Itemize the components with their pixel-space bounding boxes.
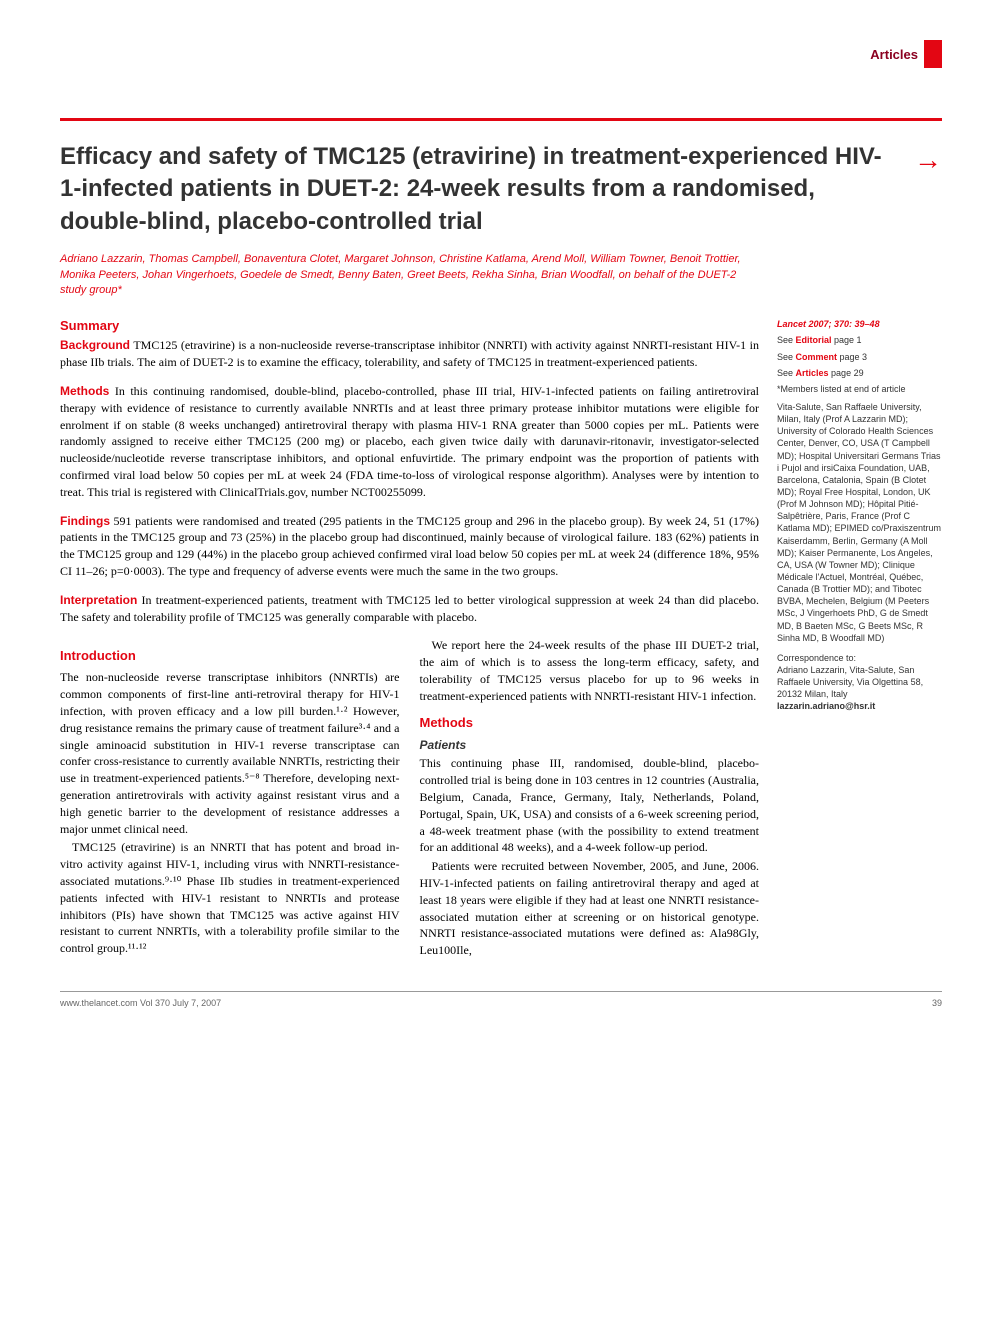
correspondence-email: lazzarin.adriano@hsr.it <box>777 701 875 711</box>
author-list: Adriano Lazzarin, Thomas Campbell, Bonav… <box>60 252 760 298</box>
findings-lead: Findings <box>60 514 110 528</box>
introduction-heading: Introduction <box>60 647 400 665</box>
abstract-interpretation: Interpretation In treatment-experienced … <box>60 592 759 626</box>
summary-heading: Summary <box>60 318 759 333</box>
main-content-row: Summary Background TMC125 (etravirine) i… <box>60 318 942 961</box>
abstract-findings: Findings 591 patients were randomised an… <box>60 513 759 580</box>
correspondence-text: Adriano Lazzarin, Vita-Salute, San Raffa… <box>777 665 923 699</box>
abstract-methods: Methods In this continuing randomised, d… <box>60 383 759 501</box>
background-lead: Background <box>60 338 130 352</box>
title-row: Efficacy and safety of TMC125 (etravirin… <box>60 141 942 252</box>
correspondence: Correspondence to: Adriano Lazzarin, Vit… <box>777 652 942 713</box>
methods-p1: This continuing phase III, randomised, d… <box>420 755 760 856</box>
findings-text: 591 patients were randomised and treated… <box>60 514 759 578</box>
citation: Lancet 2007; 370: 39–48 <box>777 318 942 330</box>
sidebar-column: Lancet 2007; 370: 39–48 See Editorial pa… <box>777 318 942 961</box>
see-editorial: See Editorial page 1 <box>777 334 942 346</box>
interpretation-text: In treatment-experienced patients, treat… <box>60 593 759 624</box>
methods-text: In this continuing randomised, double-bl… <box>60 384 759 499</box>
header-bar: Articles <box>60 40 942 68</box>
footer-page-number: 39 <box>932 998 942 1008</box>
affiliations: Vita-Salute, San Raffaele University, Mi… <box>777 401 942 644</box>
page-footer: www.thelancet.com Vol 370 July 7, 2007 3… <box>60 991 942 1008</box>
correspondence-label: Correspondence to: <box>777 653 856 663</box>
body-two-column: Introduction The non-nucleoside reverse … <box>60 637 759 961</box>
footer-left: www.thelancet.com Vol 370 July 7, 2007 <box>60 998 221 1008</box>
members-note: *Members listed at end of article <box>777 383 942 395</box>
interpretation-lead: Interpretation <box>60 593 137 607</box>
body-column-right: We report here the 24-week results of th… <box>420 637 760 961</box>
see-articles: See Articles page 29 <box>777 367 942 379</box>
article-title: Efficacy and safety of TMC125 (etravirin… <box>60 141 894 238</box>
intro-p3: We report here the 24-week results of th… <box>420 637 760 704</box>
section-label: Articles <box>870 47 918 62</box>
patients-subheading: Patients <box>420 737 760 754</box>
methods-lead: Methods <box>60 384 109 398</box>
see-comment: See Comment page 3 <box>777 351 942 363</box>
abstract-background: Background TMC125 (etravirine) is a non-… <box>60 337 759 371</box>
arrow-right-icon: → <box>914 145 942 177</box>
intro-p1: The non-nucleoside reverse transcriptase… <box>60 669 400 837</box>
red-accent-block <box>924 40 942 68</box>
methods-heading: Methods <box>420 714 760 732</box>
body-column-left: Introduction The non-nucleoside reverse … <box>60 637 400 961</box>
intro-p2: TMC125 (etravirine) is an NNRTI that has… <box>60 839 400 957</box>
main-column: Summary Background TMC125 (etravirine) i… <box>60 318 759 961</box>
title-rule <box>60 118 942 121</box>
background-text: TMC125 (etravirine) is a non-nucleoside … <box>60 338 759 369</box>
methods-p2: Patients were recruited between November… <box>420 858 760 959</box>
